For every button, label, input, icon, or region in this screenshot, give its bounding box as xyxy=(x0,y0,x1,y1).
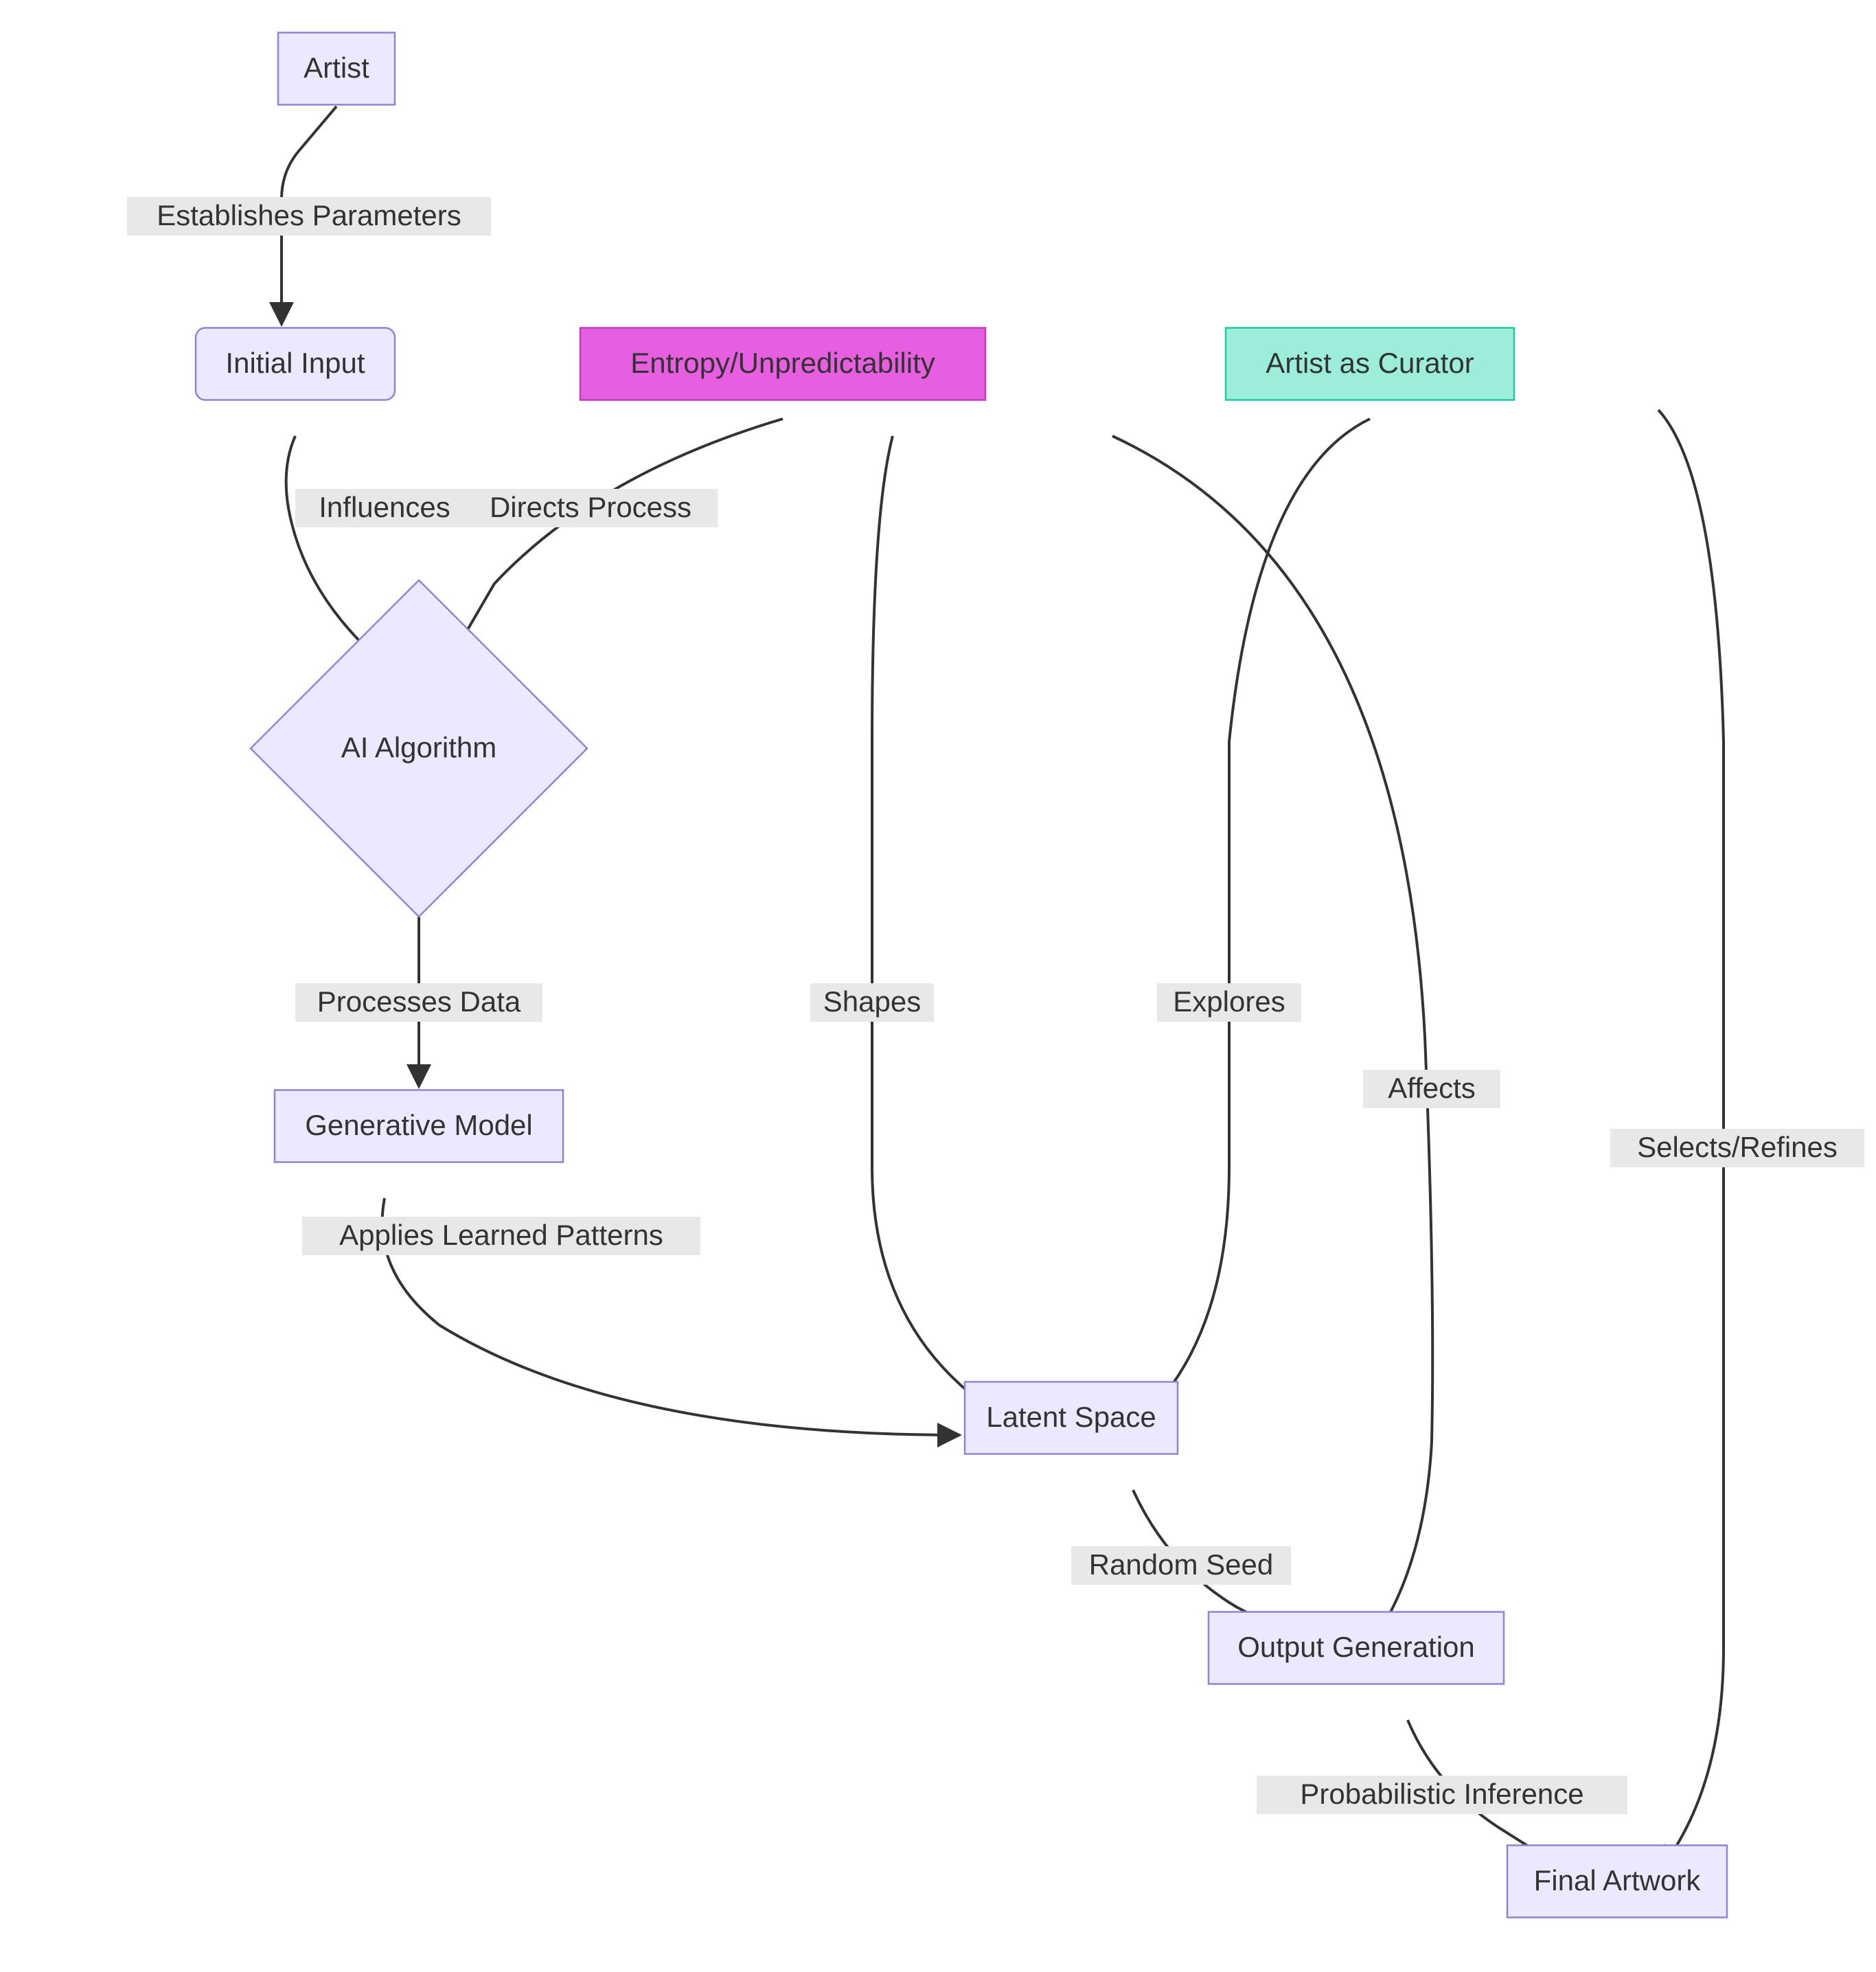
node-label-final: Final Artwork xyxy=(1534,1864,1702,1896)
edge-label-text-e4: Processes Data xyxy=(317,985,521,1018)
edge-e6 xyxy=(872,436,989,1408)
edge-label-e7: Explores xyxy=(1157,983,1301,1022)
node-label-artist: Artist xyxy=(304,51,369,84)
node-entropy: Entropy/Unpredictability xyxy=(580,328,985,400)
node-latent: Latent Space xyxy=(965,1382,1178,1454)
edge-label-text-e8: Random Seed xyxy=(1089,1548,1274,1581)
edge-label-text-e3: Influences xyxy=(319,491,450,523)
edge-label-e1: Establishes Parameters xyxy=(127,197,491,236)
edge-label-text-e7: Explores xyxy=(1173,985,1285,1018)
node-label-latent: Latent Space xyxy=(986,1401,1156,1433)
node-label-entropy: Entropy/Unpredictability xyxy=(630,347,935,379)
edge-e7 xyxy=(1154,419,1370,1408)
edge-label-e5: Applies Learned Patterns xyxy=(302,1217,700,1255)
node-curator: Artist as Curator xyxy=(1226,328,1514,400)
node-final: Final Artwork xyxy=(1507,1846,1727,1918)
edge-label-e10: Probabilistic Inference xyxy=(1257,1776,1627,1814)
edge-label-e3: Influences xyxy=(295,489,474,527)
edge-label-e4: Processes Data xyxy=(295,983,542,1022)
edge-label-text-e2: Directs Process xyxy=(490,491,691,523)
edge-e9 xyxy=(1112,436,1432,1641)
node-artist: Artist xyxy=(278,33,395,105)
edge-label-e6: Shapes xyxy=(810,983,934,1022)
node-label-model: Generative Model xyxy=(305,1109,533,1141)
edge-e3 xyxy=(446,419,783,666)
edge-label-e9: Affects xyxy=(1363,1070,1500,1108)
edge-label-e2: Directs Process xyxy=(464,489,718,527)
edge-label-text-e5: Applies Learned Patterns xyxy=(339,1219,663,1251)
node-output: Output Generation xyxy=(1209,1612,1504,1684)
edge-label-text-e6: Shapes xyxy=(823,985,921,1018)
node-label-initial: Initial Input xyxy=(225,347,365,379)
edge-label-text-e11: Selects/Refines xyxy=(1637,1131,1838,1163)
edge-labels-layer: Establishes Parameters Directs Process Inf… xyxy=(127,197,1864,1814)
nodes-layer: Artist Initial Input Entropy/Unpredictabil… xyxy=(196,33,1727,1918)
edge-label-e8: Random Seed xyxy=(1071,1546,1291,1585)
node-algo: AI Algorithm xyxy=(251,580,587,917)
flowchart-diagram: Artist Initial Input Entropy/Unpredictabil… xyxy=(0,0,1876,1972)
node-initial: Initial Input xyxy=(196,328,395,400)
node-model: Generative Model xyxy=(275,1090,563,1162)
node-label-curator: Artist as Curator xyxy=(1266,347,1474,379)
edge-label-text-e1: Establishes Parameters xyxy=(157,199,461,231)
edge-label-e11: Selects/Refines xyxy=(1610,1129,1864,1167)
node-label-algo: AI Algorithm xyxy=(341,731,496,764)
edge-label-text-e10: Probabilistic Inference xyxy=(1300,1778,1583,1810)
edge-label-text-e9: Affects xyxy=(1388,1072,1476,1104)
node-label-output: Output Generation xyxy=(1237,1631,1475,1663)
